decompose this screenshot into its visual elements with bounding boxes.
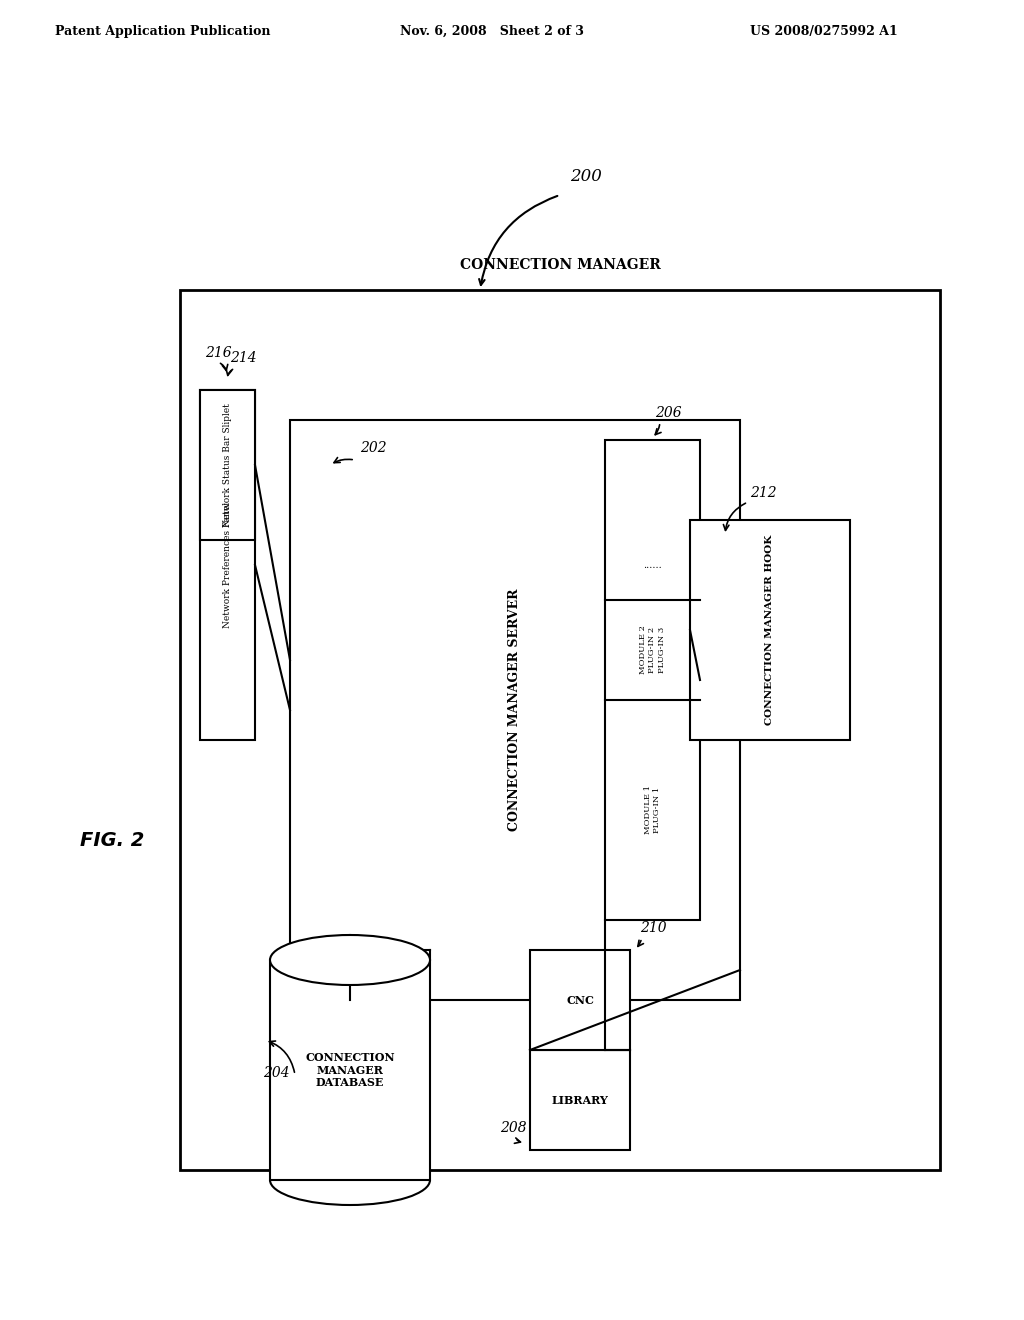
FancyBboxPatch shape	[530, 950, 630, 1049]
Text: ......: ......	[643, 561, 662, 569]
Text: 214: 214	[230, 351, 257, 366]
Text: Nov. 6, 2008   Sheet 2 of 3: Nov. 6, 2008 Sheet 2 of 3	[400, 25, 584, 38]
Text: CONNECTION
MANAGER
DATABASE: CONNECTION MANAGER DATABASE	[305, 1052, 395, 1088]
Text: Patent Application Publication: Patent Application Publication	[55, 25, 270, 38]
Text: 208: 208	[500, 1121, 526, 1135]
Text: Network Preferences Panel: Network Preferences Panel	[223, 502, 232, 628]
Text: 206: 206	[655, 407, 682, 420]
Text: CONNECTION MANAGER HOOK: CONNECTION MANAGER HOOK	[766, 535, 774, 725]
Ellipse shape	[270, 935, 430, 985]
FancyBboxPatch shape	[690, 520, 850, 741]
Text: MODULE 2
PLUG-IN 2
PLUG-IN 3: MODULE 2 PLUG-IN 2 PLUG-IN 3	[639, 626, 666, 675]
Text: 204: 204	[263, 1067, 290, 1080]
Text: Network Status Bar Sliplet: Network Status Bar Sliplet	[223, 403, 232, 527]
Text: CONNECTION MANAGER: CONNECTION MANAGER	[460, 257, 660, 272]
Text: 202: 202	[360, 441, 387, 455]
Text: 212: 212	[750, 486, 776, 500]
FancyBboxPatch shape	[290, 420, 740, 1001]
FancyBboxPatch shape	[200, 389, 255, 741]
Text: 210: 210	[640, 921, 667, 935]
Text: FIG. 2: FIG. 2	[80, 830, 144, 850]
FancyBboxPatch shape	[605, 440, 700, 920]
Text: CNC: CNC	[566, 994, 594, 1006]
Text: US 2008/0275992 A1: US 2008/0275992 A1	[750, 25, 898, 38]
FancyBboxPatch shape	[530, 1049, 630, 1150]
Text: 200: 200	[570, 168, 602, 185]
FancyBboxPatch shape	[200, 389, 255, 540]
Text: CONNECTION MANAGER SERVER: CONNECTION MANAGER SERVER	[509, 589, 521, 832]
Text: LIBRARY: LIBRARY	[552, 1094, 608, 1105]
Text: MODULE 1
PLUG-IN 1: MODULE 1 PLUG-IN 1	[644, 785, 662, 834]
FancyBboxPatch shape	[270, 960, 430, 1180]
Text: 216: 216	[205, 346, 231, 360]
FancyBboxPatch shape	[180, 290, 940, 1170]
